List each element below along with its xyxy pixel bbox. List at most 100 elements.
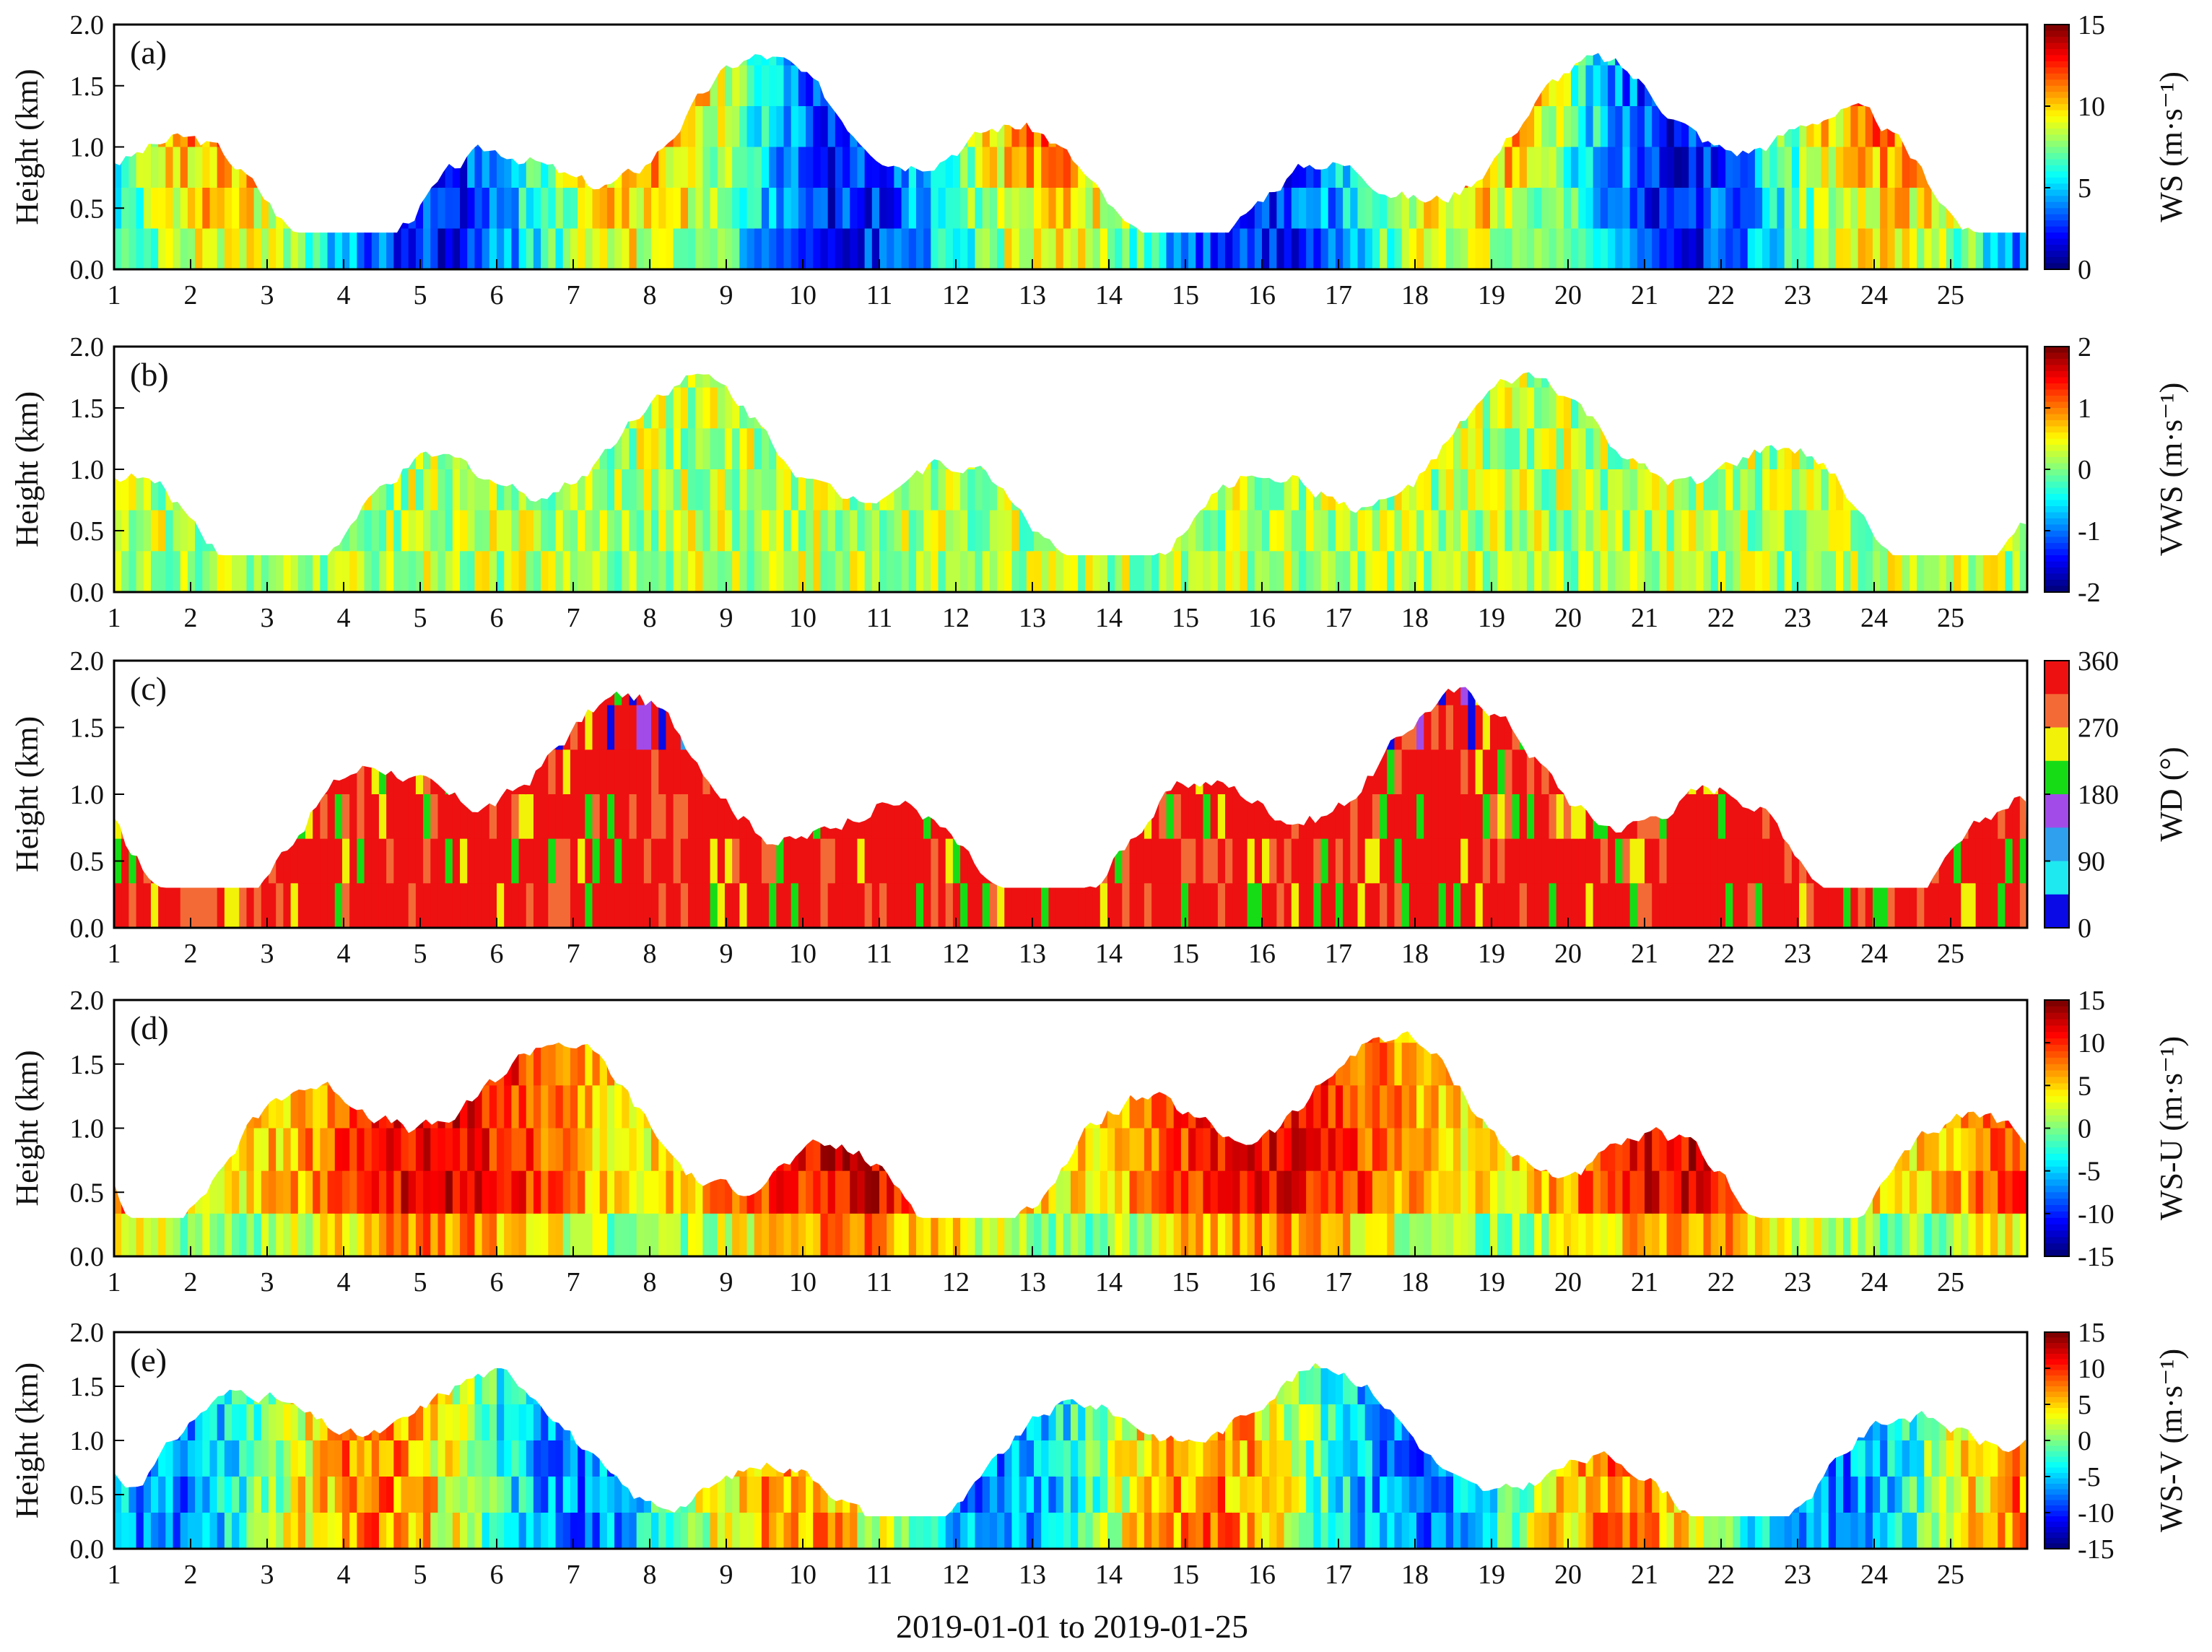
heat-cell: [945, 551, 954, 592]
heat-cell: [320, 65, 328, 107]
heat-cell: [1894, 794, 1903, 840]
heat-cell: [386, 387, 395, 430]
heat-cell: [1975, 372, 1984, 388]
heat-cell: [1041, 53, 1050, 66]
heat-cell: [1519, 794, 1528, 840]
heat-cell: [1225, 53, 1234, 66]
heat-cell: [445, 188, 453, 230]
heat-cell: [1872, 749, 1881, 795]
heat-cell: [1733, 883, 1741, 928]
heat-cell: [1858, 65, 1866, 107]
heat-cell: [548, 147, 557, 188]
heat-cell: [791, 838, 799, 884]
heat-cell: [791, 705, 799, 751]
heat-cell: [1468, 687, 1476, 706]
heat-cell: [526, 228, 534, 270]
heat-cell: [1637, 794, 1645, 840]
x-tick-label: 12: [942, 939, 970, 969]
heat-cell: [504, 749, 513, 795]
heat-cell: [592, 147, 601, 188]
heat-cell: [555, 372, 564, 388]
heat-cell: [1320, 510, 1329, 552]
heat-cell: [1122, 65, 1131, 107]
heat-cell: [1364, 53, 1373, 66]
heat-cell: [1975, 551, 1984, 592]
heat-cell: [1364, 469, 1373, 511]
heat-cell: [1534, 428, 1543, 470]
heat-cell: [931, 510, 939, 552]
heat-cell: [1982, 883, 1992, 928]
heat-cell: [1328, 883, 1336, 928]
heat-cell: [1740, 372, 1749, 388]
heat-cell: [1872, 794, 1881, 840]
heat-cell: [1350, 705, 1359, 751]
heat-cell: [371, 428, 380, 470]
heat-cell: [526, 188, 534, 230]
heat-cell: [180, 794, 188, 840]
heat-cell: [1762, 749, 1771, 795]
heat-cell: [1843, 749, 1852, 795]
heat-cell: [952, 749, 962, 795]
heat-cell: [562, 883, 571, 928]
heat-cell: [1600, 372, 1609, 388]
heat-cell: [430, 106, 439, 148]
heat-cell: [887, 687, 895, 706]
heat-cell: [357, 106, 365, 148]
heat-cell: [386, 188, 395, 230]
heat-cell: [1431, 705, 1440, 751]
heat-cell: [423, 387, 432, 430]
heat-cell: [1843, 53, 1852, 66]
x-tick-label: 10: [789, 939, 817, 969]
heat-cell: [1144, 749, 1153, 795]
heat-cell: [1733, 147, 1741, 188]
heat-cell: [1858, 510, 1866, 552]
heat-cell: [1460, 228, 1469, 270]
heat-cell: [121, 188, 130, 230]
heat-cell: [806, 188, 814, 230]
heat-cell: [1696, 469, 1704, 511]
heat-cell: [1754, 147, 1764, 188]
heat-cell: [1998, 883, 2006, 928]
heat-cell: [1710, 188, 1719, 230]
heat-cell: [1615, 53, 1624, 66]
heat-cell: [224, 551, 233, 592]
heat-cell: [121, 794, 130, 840]
heat-cell: [1622, 469, 1631, 511]
heat-cell: [1438, 106, 1447, 148]
heat-cell: [1291, 705, 1299, 751]
heat-cell: [1026, 510, 1035, 552]
heat-cell: [1343, 147, 1351, 188]
heat-cell: [636, 510, 645, 552]
heat-cell: [1107, 428, 1116, 470]
heat-cell: [761, 838, 770, 884]
heat-cell: [1593, 147, 1601, 188]
heat-cell: [1961, 838, 1969, 884]
heat-cell: [386, 469, 395, 511]
heat-cell: [1350, 53, 1359, 66]
heat-cell: [1821, 372, 1829, 388]
heat-cell: [908, 188, 917, 230]
heat-cell: [1740, 469, 1749, 511]
heat-cell: [666, 749, 674, 795]
heat-cell: [511, 65, 520, 107]
heat-cell: [437, 53, 446, 66]
heat-cell: [1188, 469, 1197, 511]
heat-cell: [489, 372, 497, 388]
heat-cell: [1998, 147, 2006, 188]
heat-cell: [710, 147, 718, 188]
heat-cell: [452, 749, 461, 795]
heat-cell: [1438, 147, 1447, 188]
heat-cell: [1034, 188, 1042, 230]
heat-cell: [327, 65, 336, 107]
heat-cell: [261, 372, 270, 388]
y-tick-label: 0.0: [70, 913, 105, 944]
colorbar-swatch: [2045, 536, 2069, 544]
heat-cell: [1247, 705, 1255, 751]
heat-cell: [224, 53, 233, 66]
heat-cell: [1203, 188, 1211, 230]
heat-cell: [952, 147, 962, 188]
heat-cell: [658, 551, 667, 592]
heat-cell: [1505, 551, 1513, 592]
heat-cell: [1666, 53, 1675, 66]
heat-cell: [1468, 883, 1476, 928]
